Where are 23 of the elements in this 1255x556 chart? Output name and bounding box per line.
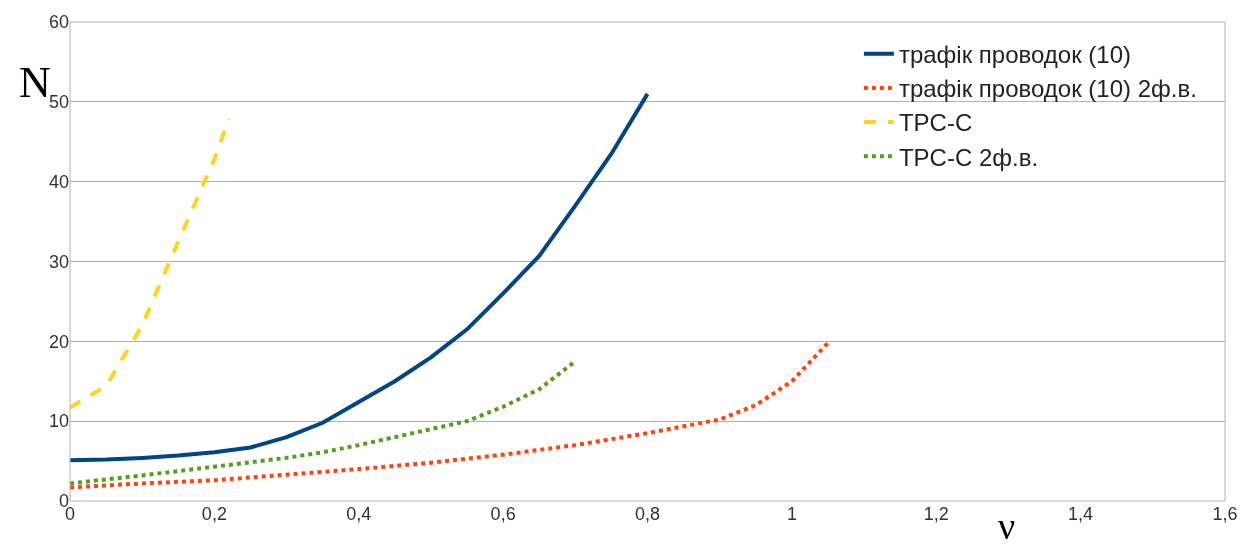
y-axis-title: N xyxy=(19,58,51,107)
line-series xyxy=(70,340,830,490)
x-tick-label: 0,2 xyxy=(201,504,227,524)
legend-label: TPC-C 2ф.в. xyxy=(898,143,1039,171)
x-tick-label: 0,8 xyxy=(634,504,661,524)
legend-label: TPC-C xyxy=(898,109,973,137)
x-tick-label: 0,6 xyxy=(490,504,516,524)
y-tick-label: 10 xyxy=(48,411,69,432)
x-tick-label: 1 xyxy=(786,504,797,524)
legend-label: трафік проводок (10) 2ф.в. xyxy=(898,75,1197,103)
legend-label: трафік проводок (10) xyxy=(898,41,1132,69)
y-tick-label: 50 xyxy=(48,92,69,113)
x-tick-label: 1,2 xyxy=(923,504,949,524)
x-tick-label: 0,4 xyxy=(346,504,372,524)
x-tick-label: 1,6 xyxy=(1212,504,1238,524)
y-tick-label: 40 xyxy=(48,171,69,192)
x-tick-label: 1,4 xyxy=(1068,504,1094,524)
line-series xyxy=(70,116,231,410)
y-tick-label: 60 xyxy=(48,12,69,33)
y-tick-label: 20 xyxy=(48,331,69,352)
x-axis-title: ν xyxy=(998,505,1016,547)
line-series xyxy=(70,91,650,463)
y-tick-label: 30 xyxy=(48,251,69,272)
